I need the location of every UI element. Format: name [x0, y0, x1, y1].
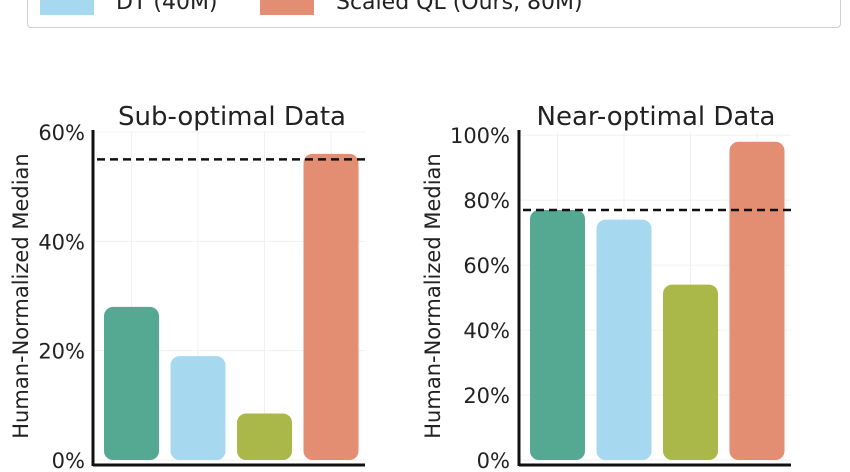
- nearoptimal-y-axis-label: Human-Normalized Median: [421, 153, 445, 438]
- nearoptimal-ytick-label: 40%: [463, 319, 510, 343]
- legend-swatch-scaled-ql: [260, 0, 314, 15]
- nearoptimal-bar-0: [530, 209, 585, 460]
- nearoptimal-bar-1: [596, 219, 652, 460]
- suboptimal-ytick-label: 40%: [38, 230, 85, 254]
- suboptimal-ytick-label: 20%: [38, 340, 85, 364]
- suboptimal-bar-0: [104, 306, 159, 460]
- legend-label-dt: DT (40M): [116, 0, 218, 15]
- nearoptimal-ytick-label: 60%: [463, 254, 510, 278]
- suboptimal-bar-1: [170, 356, 226, 460]
- legend-swatch-dt: [40, 0, 94, 15]
- nearoptimal-ytick-label: 100%: [450, 124, 510, 148]
- nearoptimal-bar-3: [729, 141, 785, 461]
- legend: DT (40M) Scaled QL (Ours, 80M): [27, 0, 841, 28]
- legend-label-scaled-ql: Scaled QL (Ours, 80M): [336, 0, 583, 15]
- suboptimal-bar-3: [303, 153, 359, 460]
- suboptimal-chart-title: Sub-optimal Data: [118, 102, 346, 132]
- nearoptimal-ytick-label: 0%: [477, 449, 510, 472]
- nearoptimal-bar-2: [663, 284, 718, 460]
- nearoptimal-ytick-label: 80%: [463, 189, 510, 213]
- nearoptimal-ytick-label: 20%: [463, 384, 510, 408]
- suboptimal-ytick-label: 0%: [52, 449, 85, 472]
- suboptimal-y-axis-label: Human-Normalized Median: [9, 153, 33, 438]
- nearoptimal-chart-title: Near-optimal Data: [537, 102, 776, 132]
- suboptimal-bar-2: [237, 413, 292, 460]
- suboptimal-ytick-label: 60%: [38, 121, 85, 145]
